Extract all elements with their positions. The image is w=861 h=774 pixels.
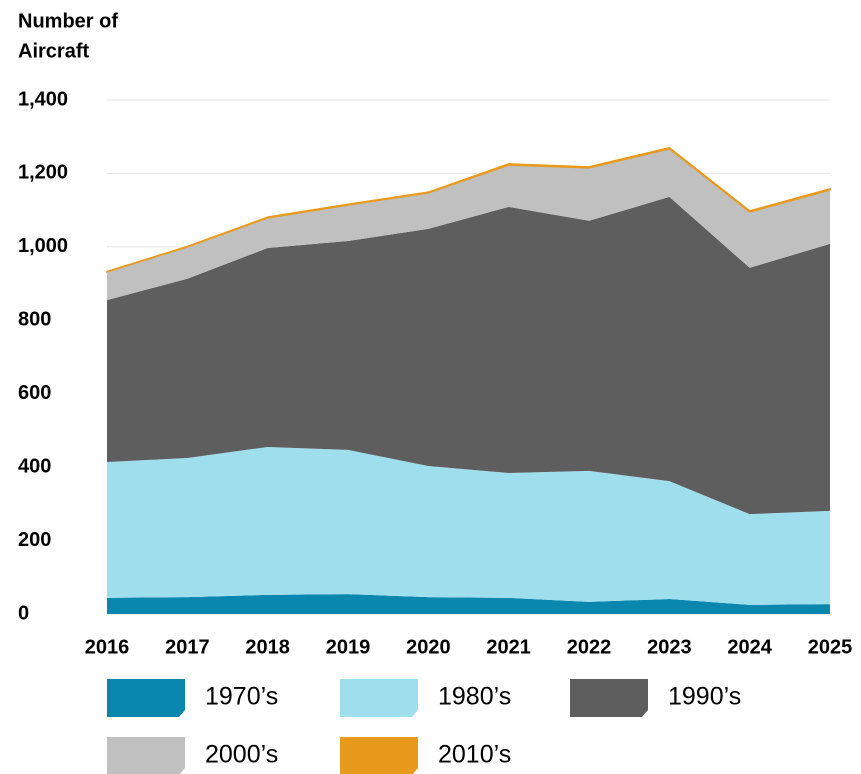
legend-swatch [107, 679, 185, 717]
legend-swatch [107, 737, 185, 774]
y-tick-label: 1,000 [18, 235, 68, 257]
area [107, 148, 830, 301]
x-tick-label: 2016 [85, 636, 130, 658]
y-tick-label: 400 [18, 455, 51, 477]
y-tick-label: 600 [18, 382, 51, 404]
legend-swatch [570, 679, 648, 717]
y-tick-label: 1,400 [18, 88, 68, 110]
y-tick-label: 200 [18, 529, 51, 551]
legend-label: 1980’s [438, 683, 511, 711]
legend-label: 2000’s [205, 741, 278, 769]
x-tick-label: 2024 [727, 636, 772, 658]
x-tick-label: 2018 [245, 636, 290, 658]
y-tick-label: 1,200 [18, 162, 68, 184]
area [107, 446, 830, 605]
legend-label: 1990’s [668, 683, 741, 711]
x-tick-label: 2020 [406, 636, 451, 658]
area [107, 196, 830, 515]
y-tick-label: 800 [18, 309, 51, 331]
y-axis-title: Aircraft [18, 40, 89, 62]
legend-label: 2010’s [438, 741, 511, 769]
area [107, 594, 830, 614]
legend-label: 1970’s [205, 683, 278, 711]
x-tick-label: 2023 [647, 636, 692, 658]
x-tick-label: 2022 [567, 636, 612, 658]
x-tick-label: 2019 [326, 636, 371, 658]
y-tick-label: 0 [18, 602, 29, 624]
x-tick-label: 2017 [165, 636, 210, 658]
x-tick-label: 2021 [486, 636, 531, 658]
area [106, 146, 831, 273]
y-axis-title: Number of [18, 10, 118, 32]
legend-swatch [340, 679, 418, 717]
legend-swatch [340, 737, 418, 774]
x-tick-label: 2025 [808, 636, 853, 658]
